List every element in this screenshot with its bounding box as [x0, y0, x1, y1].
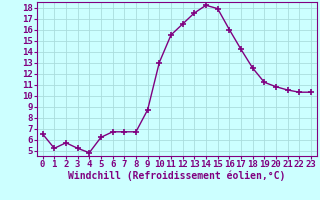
X-axis label: Windchill (Refroidissement éolien,°C): Windchill (Refroidissement éolien,°C): [68, 171, 285, 181]
